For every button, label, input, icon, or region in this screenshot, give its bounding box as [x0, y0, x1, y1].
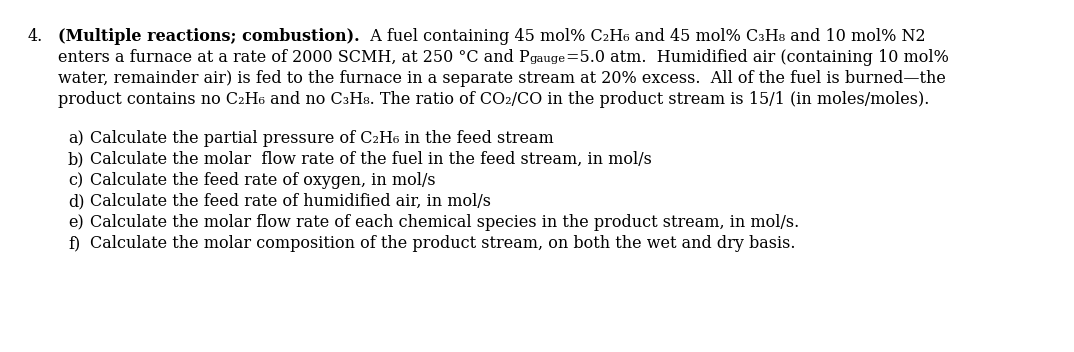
Text: b): b)	[68, 151, 85, 168]
Text: product contains no C₂H₆ and no C₃H₈. The ratio of CO₂/CO in the product stream : product contains no C₂H₆ and no C₃H₈. Th…	[58, 91, 929, 108]
Text: A fuel containing 45 mol% C₂H₆ and 45 mol% C₃H₈ and 10 mol% N2: A fuel containing 45 mol% C₂H₆ and 45 mo…	[360, 28, 925, 45]
Text: Calculate the partial pressure of C₂H₆ in the feed stream: Calculate the partial pressure of C₂H₆ i…	[90, 130, 554, 147]
Text: enters a furnace at a rate of 2000 SCMH, at 250 °C and P: enters a furnace at a rate of 2000 SCMH,…	[58, 49, 529, 66]
Text: Calculate the feed rate of humidified air, in mol/s: Calculate the feed rate of humidified ai…	[90, 193, 491, 210]
Text: =5.0 atm.  Humidified air (containing 10 mol%: =5.0 atm. Humidified air (containing 10 …	[566, 49, 948, 66]
Text: f): f)	[68, 235, 81, 252]
Text: Calculate the feed rate of oxygen, in mol/s: Calculate the feed rate of oxygen, in mo…	[90, 172, 436, 189]
Text: Calculate the molar flow rate of each chemical species in the product stream, in: Calculate the molar flow rate of each ch…	[90, 214, 799, 231]
Text: Calculate the molar  flow rate of the fuel in the feed stream, in mol/s: Calculate the molar flow rate of the fue…	[90, 151, 652, 168]
Text: 4.: 4.	[28, 28, 43, 45]
Text: Calculate the molar composition of the product stream, on both the wet and dry b: Calculate the molar composition of the p…	[90, 235, 796, 252]
Text: c): c)	[68, 172, 84, 189]
Text: (Multiple reactions; combustion).: (Multiple reactions; combustion).	[58, 28, 360, 45]
Text: gauge: gauge	[529, 54, 566, 64]
Text: d): d)	[68, 193, 85, 210]
Text: e): e)	[68, 214, 84, 231]
Text: a): a)	[68, 130, 84, 147]
Text: water, remainder air) is fed to the furnace in a separate stream at 20% excess. : water, remainder air) is fed to the furn…	[58, 70, 946, 87]
